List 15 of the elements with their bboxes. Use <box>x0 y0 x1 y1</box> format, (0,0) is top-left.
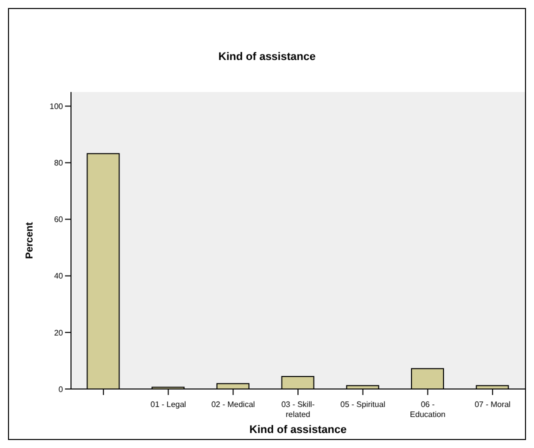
x-tick-label: 07 - Moral <box>474 400 511 409</box>
y-tick-label: 20 <box>54 328 64 338</box>
x-tick-label: 06 - Education <box>410 400 446 419</box>
y-tick-label: 60 <box>54 215 64 224</box>
x-tick-label: 03 - Skill- related <box>281 400 316 419</box>
x-tick-label: 02 - Medical <box>211 400 256 409</box>
chart-title: Kind of assistance <box>217 51 317 63</box>
y-axis-title: Percent <box>24 221 36 259</box>
y-tick-label: 100 <box>50 102 64 111</box>
x-tick-label: 01 - Legal <box>150 400 186 409</box>
y-tick-label: 80 <box>54 158 64 168</box>
x-tick-label: 05 - Spiritual <box>340 400 386 409</box>
y-tick-label: 40 <box>54 272 64 281</box>
y-tick-label: 0 <box>58 384 64 394</box>
x-axis-title: Kind of assistance <box>249 424 347 436</box>
